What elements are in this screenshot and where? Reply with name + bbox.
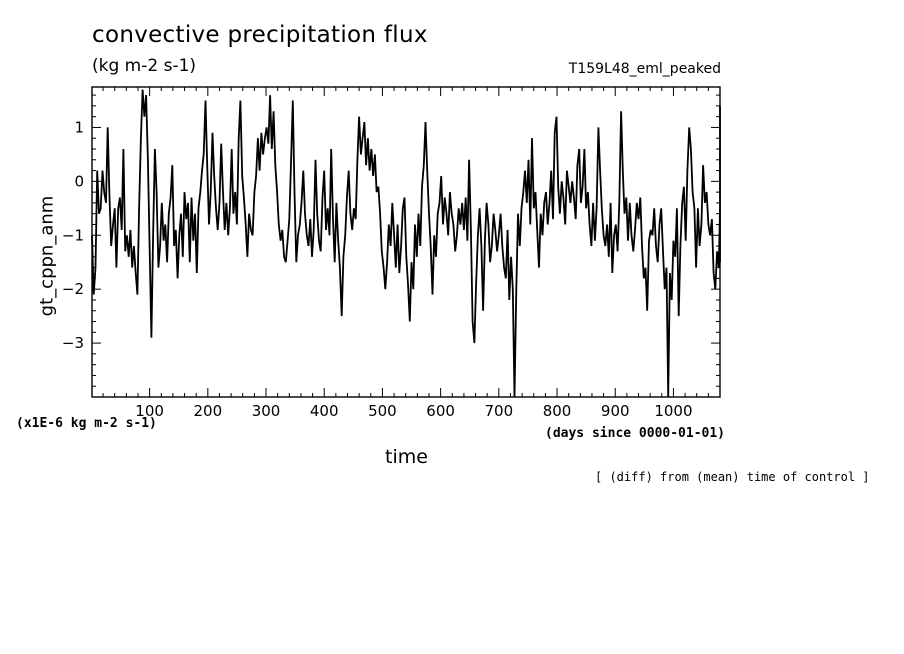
run-name: T159L48_eml_peaked <box>568 61 721 77</box>
x-axis-label: time <box>385 446 428 468</box>
x-tick-label: 500 <box>368 402 397 420</box>
plot-frame <box>91 86 721 398</box>
x-axis-ticks: 100 200 300 400 500 600 700 800 900 1000 <box>102 87 709 420</box>
x-tick-label: 800 <box>543 402 572 420</box>
y-scale-note: (x1E-6 kg m-2 s-1) <box>16 416 157 431</box>
x-tick-label: 1000 <box>654 402 692 420</box>
series-line <box>91 89 721 398</box>
y-tick-label: −1 <box>62 226 84 244</box>
x-tick-label: 900 <box>601 402 630 420</box>
x-tick-label: 600 <box>426 402 455 420</box>
x-tick-label: 400 <box>310 402 339 420</box>
x-tick-label: 700 <box>485 402 514 420</box>
diff-note: [ (diff) from (mean) time of control ] <box>595 470 870 484</box>
y-tick-label: 0 <box>74 172 84 190</box>
y-tick-label: −2 <box>62 280 84 298</box>
x-axis-units: (days since 0000-01-01) <box>545 426 726 441</box>
y-tick-label: 1 <box>74 118 84 136</box>
x-tick-label: 100 <box>135 402 164 420</box>
y-tick-label: −3 <box>62 334 84 352</box>
x-tick-label: 300 <box>252 402 281 420</box>
x-tick-label: 200 <box>194 402 223 420</box>
chart-units: (kg m-2 s-1) <box>92 56 197 76</box>
chart-title: convective precipitation flux <box>92 22 428 48</box>
